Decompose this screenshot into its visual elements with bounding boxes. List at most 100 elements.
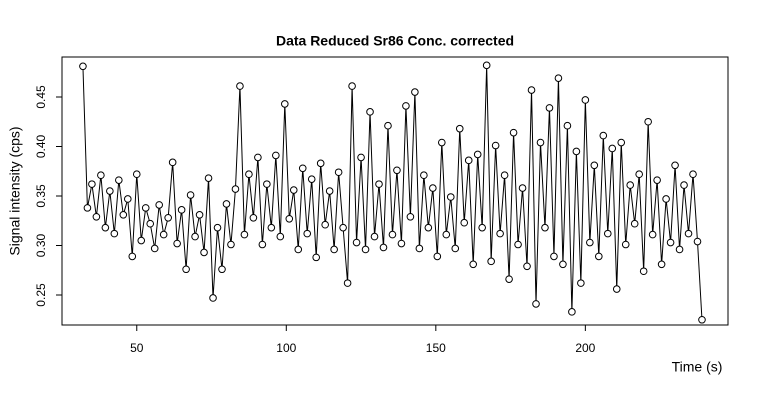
data-point (532, 300, 540, 308)
data-point (420, 171, 428, 180)
data-point (536, 138, 545, 147)
data-point (231, 185, 240, 193)
data-point (626, 181, 635, 189)
data-point (316, 159, 325, 168)
data-point (267, 223, 276, 232)
data-point (272, 151, 280, 160)
data-point (590, 161, 599, 170)
data-point (406, 212, 415, 221)
data-point (662, 195, 670, 203)
data-point (227, 240, 235, 249)
data-point (393, 166, 401, 175)
data-point (339, 223, 347, 232)
data-point (375, 180, 383, 188)
data-point (509, 128, 518, 137)
data-point (487, 257, 495, 266)
data-point (482, 61, 491, 70)
data-point (424, 223, 433, 232)
data-point (366, 108, 374, 116)
data-point (213, 223, 222, 232)
data-point (680, 181, 688, 189)
data-point (132, 170, 141, 179)
data-point (343, 279, 352, 287)
data-point (608, 144, 617, 153)
y-tick-label: 0.45 (34, 85, 48, 109)
data-point (222, 200, 231, 208)
data-point (617, 138, 626, 147)
data-point (285, 214, 294, 223)
data-point (79, 62, 87, 71)
data-point (137, 236, 146, 245)
data-point (379, 243, 388, 252)
data-point (204, 174, 213, 182)
data-point (388, 230, 397, 239)
y-tick-label: 0.25 (34, 283, 48, 307)
data-point (92, 212, 101, 221)
data-point (177, 206, 186, 214)
data-point (384, 121, 392, 130)
data-point (478, 223, 486, 232)
plot-frame (61, 56, 729, 326)
data-point (438, 138, 446, 147)
data-point (303, 229, 312, 238)
data-point (473, 150, 482, 159)
data-point (88, 180, 96, 188)
data-point (101, 223, 110, 232)
data-point (209, 294, 217, 302)
y-tick-label: 0.30 (34, 233, 48, 257)
data-point (455, 124, 464, 133)
data-point (150, 244, 159, 253)
data-point (568, 308, 576, 316)
data-point (370, 232, 379, 241)
data-point (321, 220, 329, 229)
data-point (106, 187, 114, 195)
data-point (446, 193, 455, 201)
data-point (433, 252, 442, 261)
data-point (236, 82, 244, 90)
data-point (361, 245, 370, 254)
chart-title: Data Reduced Sr86 Conc. corrected (276, 33, 514, 49)
data-point (612, 285, 621, 293)
data-point (298, 164, 307, 173)
data-point (289, 186, 298, 194)
data-point (500, 171, 509, 180)
data-point (411, 88, 419, 96)
data-point (402, 102, 410, 110)
data-point (429, 184, 437, 192)
x-tick-label: 200 (575, 341, 595, 355)
data-point (563, 121, 572, 130)
data-point (280, 100, 289, 108)
data-point (83, 204, 92, 212)
y-tick-label: 0.40 (34, 134, 48, 158)
data-point (545, 104, 554, 112)
x-axis-label: Time (s) (672, 359, 723, 375)
data-point (491, 141, 500, 150)
data-point (330, 245, 338, 254)
data-point (258, 240, 267, 249)
data-point (648, 230, 657, 239)
data-point (586, 238, 594, 247)
data-point (635, 170, 643, 179)
data-point (276, 232, 285, 241)
data-point (159, 230, 168, 239)
data-point (173, 239, 181, 248)
data-point (698, 315, 706, 324)
data-point (195, 211, 204, 219)
data-point (469, 260, 478, 269)
data-point (119, 211, 128, 219)
data-point (693, 237, 702, 246)
data-line (82, 65, 703, 320)
data-point (675, 245, 684, 254)
data-point (577, 279, 585, 287)
data-point (249, 213, 258, 222)
data-point (666, 238, 675, 247)
data-point (307, 175, 316, 183)
data-point (550, 252, 558, 261)
data-point (97, 171, 105, 180)
data-point (325, 187, 334, 195)
data-point (182, 265, 190, 274)
data-point (572, 147, 581, 156)
data-point (397, 239, 406, 248)
data-point (464, 156, 473, 165)
